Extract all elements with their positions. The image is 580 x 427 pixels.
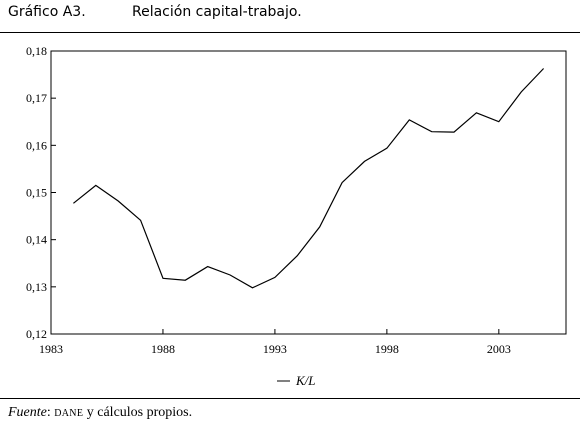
x-tick-label: 2003 [487, 342, 511, 356]
y-tick-label: 0,15 [26, 186, 47, 200]
series-line-k-l [73, 68, 545, 289]
legend-label: K/L [295, 373, 316, 388]
source-rest: y cálculos propios. [83, 405, 193, 420]
chart-header: Gráfico A3. Relación capital-trabajo. [8, 4, 302, 20]
top-rule [0, 32, 580, 33]
legend: K/L [277, 373, 316, 388]
y-tick-label: 0,12 [26, 327, 47, 341]
x-tick-label: 1998 [375, 342, 399, 356]
x-tick-label: 1993 [263, 342, 287, 356]
y-tick-label: 0,13 [26, 280, 47, 294]
x-tick-label: 1988 [151, 342, 175, 356]
x-tick-label: 1983 [39, 342, 63, 356]
y-tick-label: 0,18 [26, 44, 47, 58]
plot-frame [50, 50, 567, 335]
x-axis: 1983 1988 1993 1998 2003 [39, 329, 511, 356]
y-tick-label: 0,14 [26, 233, 47, 247]
y-axis: 0,18 0,17 0,16 0,15 0,14 0,13 0,12 [26, 44, 56, 341]
source-separator: : [46, 405, 51, 420]
y-tick-label: 0,16 [26, 138, 47, 152]
bottom-rule [0, 398, 580, 399]
chart-title: Relación capital-trabajo. [132, 4, 302, 20]
source-org: DANE [54, 408, 84, 419]
figure-label: Gráfico A3. [8, 4, 86, 20]
source-note: Fuente: DANE y cálculos propios. [8, 405, 192, 421]
source-prefix: Fuente [8, 405, 47, 420]
y-tick-label: 0,17 [26, 91, 47, 105]
